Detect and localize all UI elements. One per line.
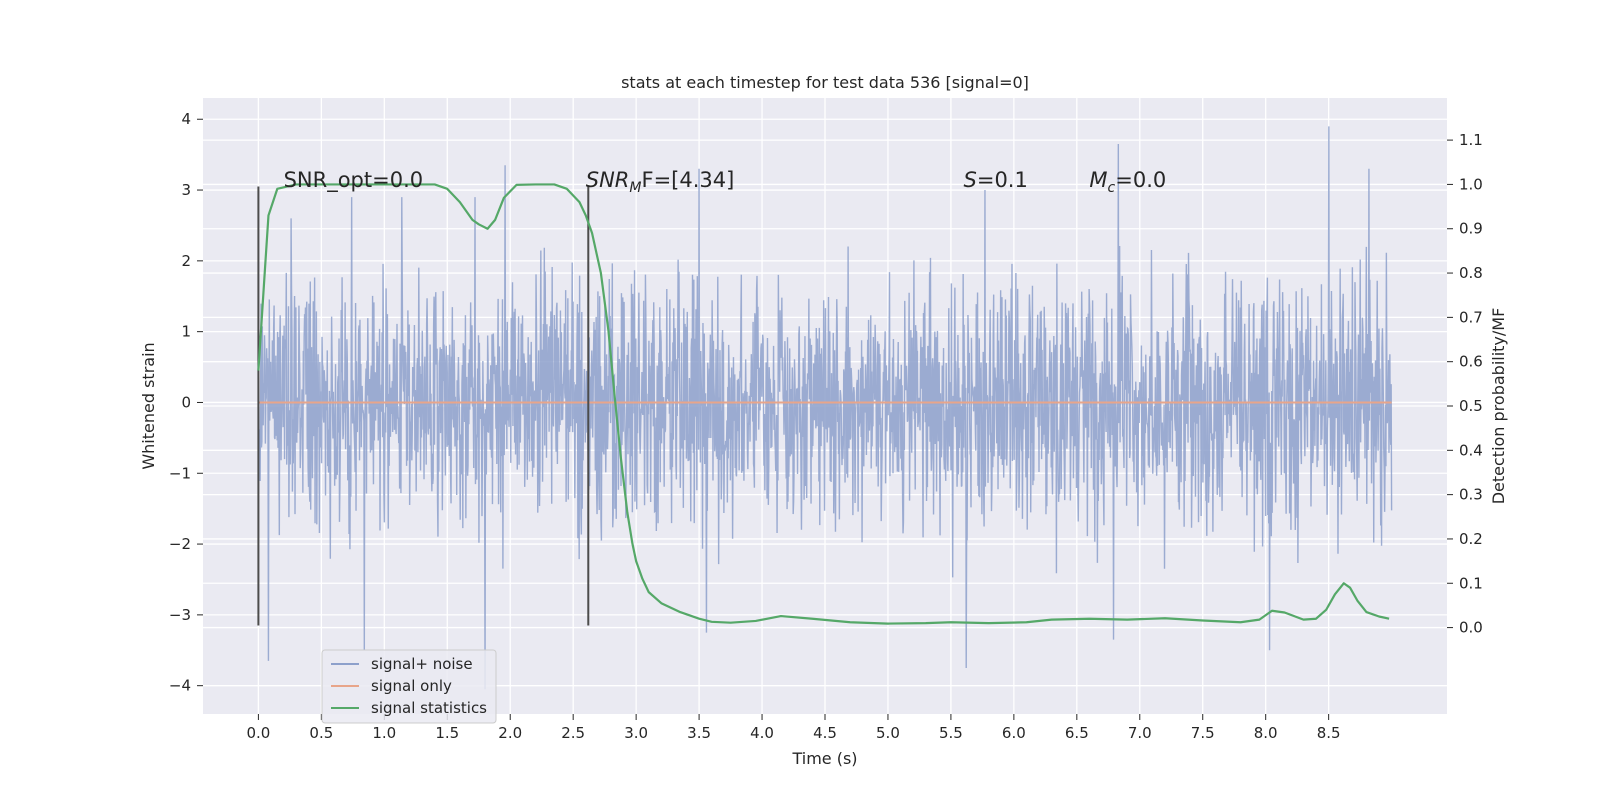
- x-tick-label-2: 1.0: [372, 724, 396, 742]
- y-right-tick-label-2: 0.9: [1459, 220, 1483, 238]
- y-left-axis-label: Whitened strain: [139, 342, 158, 469]
- x-tick-label-13: 6.5: [1065, 724, 1089, 742]
- y-right-tick-label-6: 0.5: [1459, 397, 1483, 415]
- y-right-tick-label-7: 0.4: [1459, 441, 1483, 459]
- x-tick-label-14: 7.0: [1128, 724, 1152, 742]
- x-tick-label-7: 3.5: [687, 724, 711, 742]
- annotation-mc-sub: c: [1108, 180, 1116, 196]
- annotation-snr-mf-rest: F=[4.34]: [642, 168, 735, 192]
- x-tick-label-1: 0.5: [309, 724, 333, 742]
- legend-label-signal-noise: signal+ noise: [371, 655, 473, 673]
- x-tick-label-15: 7.5: [1191, 724, 1215, 742]
- signal-statistics-series: [257, 183, 1390, 625]
- signal-noise-line: [257, 126, 1393, 690]
- y-right-tick-label-8: 0.3: [1459, 486, 1483, 504]
- y-left-tick-label-4: 0: [181, 393, 191, 411]
- annotation-mc-rest: =0.0: [1115, 168, 1166, 192]
- y-right-axis-label: Detection probability/MF: [1489, 308, 1508, 505]
- x-tick-label-10: 5.0: [876, 724, 900, 742]
- x-axis-ticks: 0.0 0.5 1.0 1.5 2.0 2.5 3.0 3.5 4.0 4.5 5.0 5.5 6.0 6…: [246, 714, 1341, 742]
- y-right-tick-label-5: 0.6: [1459, 353, 1483, 371]
- x-tick-label-11: 5.5: [939, 724, 963, 742]
- y-right-tick-label-3: 0.8: [1459, 264, 1483, 282]
- x-tick-label-5: 2.5: [561, 724, 585, 742]
- y-right-tick-label-4: 0.7: [1459, 308, 1483, 326]
- x-tick-label-8: 4.0: [750, 724, 774, 742]
- y-left-tick-label-2: 2: [181, 252, 191, 270]
- annotation-mc-base: M: [1089, 168, 1107, 192]
- y-right-tick-label-0: 1.1: [1459, 131, 1483, 149]
- y-left-tick-label-7: −3: [169, 606, 191, 624]
- y-right-tick-label-10: 0.1: [1459, 574, 1483, 592]
- vertical-markers: [257, 186, 590, 626]
- x-tick-label-9: 4.5: [813, 724, 837, 742]
- annotation-snr-mf-sub: M: [629, 180, 641, 196]
- y-right-tick-label-11: 0.0: [1459, 619, 1483, 637]
- x-tick-label-17: 8.5: [1317, 724, 1341, 742]
- x-tick-label-3: 1.5: [435, 724, 459, 742]
- annotation-s: S=0.1: [964, 168, 1028, 192]
- y-left-tick-label-6: −2: [169, 535, 191, 553]
- annotation-snr-opt: SNR_opt=0.0: [284, 168, 424, 193]
- signal-statistics-line: [257, 183, 1390, 625]
- annotation-mc: Mc=0.0: [1089, 168, 1166, 196]
- legend: signal+ noise signal only signal statist…: [321, 649, 497, 724]
- annotation-s-rest: =0.1: [977, 168, 1028, 192]
- y-left-axis-ticks: 4 3 2 1 0 −1 −2 −3 −4: [169, 110, 203, 695]
- x-axis-label: Time (s): [791, 749, 857, 768]
- x-tick-label-4: 2.0: [498, 724, 522, 742]
- y-right-axis-ticks: 1.1 1.0 0.9 0.8 0.7 0.6 0.5 0.4 0.3 0.2 0.1 0.0: [1447, 131, 1483, 637]
- annotation-snr-mf: SNRMF=[4.34]: [586, 168, 735, 196]
- y-right-tick-label-9: 0.2: [1459, 530, 1483, 548]
- y-left-tick-label-8: −4: [169, 677, 191, 695]
- y-left-tick-label-1: 3: [181, 181, 191, 199]
- legend-box: [321, 649, 497, 724]
- y-right-tick-label-1: 1.0: [1459, 175, 1483, 193]
- legend-label-signal-only: signal only: [371, 677, 452, 695]
- legend-label-signal-statistics: signal statistics: [371, 699, 487, 717]
- chart-title: stats at each timestep for test data 536…: [621, 73, 1029, 92]
- x-tick-label-6: 3.0: [624, 724, 648, 742]
- annotation-snr-mf-base: SNR: [586, 168, 630, 192]
- x-tick-label-16: 8.0: [1254, 724, 1278, 742]
- y-left-tick-label-5: −1: [169, 464, 191, 482]
- x-tick-label-0: 0.0: [246, 724, 270, 742]
- annotations: SNR_opt=0.0 SNRMF=[4.34] S=0.1 Mc=0.0: [284, 168, 1167, 196]
- annotation-s-italic: S: [964, 168, 977, 192]
- y-left-tick-label-3: 1: [181, 323, 191, 341]
- signal-noise-series: [257, 126, 1393, 690]
- y-left-tick-label-0: 4: [181, 110, 191, 128]
- x-tick-label-12: 6.0: [1002, 724, 1026, 742]
